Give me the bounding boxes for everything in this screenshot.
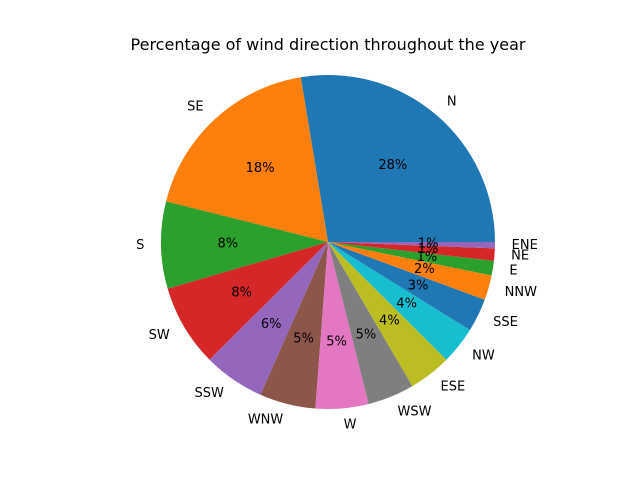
pct-label-wnw: 5% — [293, 332, 314, 347]
pct-label-s: 8% — [218, 236, 239, 251]
slice-label-w: W — [344, 418, 357, 433]
slice-label-nnw: NNW — [505, 285, 537, 300]
pct-label-ene: 1% — [418, 236, 439, 251]
pct-label-nw: 4% — [396, 297, 417, 312]
pie-slice-ssw — [209, 242, 328, 395]
pie-slice-ene — [328, 242, 496, 249]
pie-slice-sse — [328, 242, 485, 331]
slice-label-sw: SW — [149, 328, 170, 343]
pie-slice-se — [166, 77, 328, 242]
pie-slices — [161, 74, 496, 409]
slice-label-nw: NW — [472, 348, 495, 363]
pie-slice-w — [315, 242, 369, 409]
pct-label-e: 1% — [417, 250, 438, 265]
pct-label-w: 5% — [326, 334, 347, 349]
pie-slice-ne — [328, 242, 495, 261]
percentage-labels: 28%18%8%8%6%5% 5% 5%4%4%3%2%1%1%1% — [218, 158, 439, 349]
chart-title: Percentage of wind direction throughout … — [131, 35, 526, 54]
pct-label-nnw: 2% — [414, 262, 435, 277]
pie-slice-wsw — [328, 242, 413, 404]
pct-label-sse: 3% — [408, 278, 429, 293]
pie-slice-nw — [328, 242, 470, 360]
pct-label-sw: 8% — [231, 285, 252, 300]
pie-slice-s — [161, 201, 328, 289]
slice-label-ssw: SSW — [195, 386, 225, 401]
pct-label-n: 28% — [378, 158, 407, 173]
pct-label-ne: 1% — [418, 242, 439, 257]
pct-label-ssw: 6% — [261, 317, 282, 332]
pct-label-se: 18% — [246, 161, 275, 176]
slice-label-ene: ENE — [512, 238, 538, 253]
pct-label-wsw: 5% — [356, 327, 377, 342]
pie-slice-sw — [167, 242, 328, 360]
pct-label-ese: 4% — [379, 314, 400, 329]
slice-label-s: S — [136, 238, 144, 253]
pie-slice-wnw — [260, 242, 328, 409]
slice-label-ese: ESE — [441, 380, 466, 395]
pie-slice-e — [328, 242, 494, 276]
slice-label-wnw: WNW — [248, 413, 284, 428]
pie-slice-nnw — [328, 242, 492, 300]
pie-slice-n — [300, 74, 495, 242]
slice-label-n: N — [447, 94, 457, 109]
slice-label-sse: SSE — [493, 315, 518, 330]
slice-label-wsw: WSW — [397, 405, 431, 420]
slice-label-se: SE — [187, 99, 203, 114]
slice-label-e: E — [509, 263, 517, 278]
slice-label-ne: NE — [511, 248, 529, 263]
pie-slice-ese — [328, 242, 447, 387]
